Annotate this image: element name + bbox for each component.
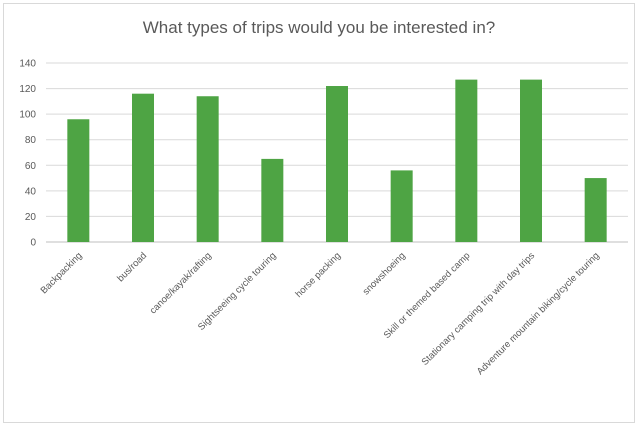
bar [584, 178, 607, 242]
bar [390, 170, 413, 242]
bar [326, 86, 348, 242]
y-axis-ticks: 0 20 40 60 80 100 120 140 [19, 59, 36, 249]
x-category-label: canoe/kayak/rafting [148, 250, 214, 316]
bar [132, 93, 154, 242]
x-axis-labels: Backpacking bus/roadcanoe/kayak/raftingSi… [39, 250, 602, 377]
y-tick-label: 20 [25, 212, 37, 223]
y-tick-label: 80 [25, 135, 37, 146]
x-category-label: horse packing [294, 250, 344, 300]
x-category-label: Backpacking [39, 250, 85, 296]
x-category-label: Stationary camping trip with day trips [420, 250, 538, 368]
bar [261, 158, 284, 242]
y-tick-label: 100 [19, 110, 36, 121]
y-tick-label: 140 [19, 59, 36, 70]
chart-title: What types of trips would you be interes… [142, 18, 496, 37]
y-tick-label: 120 [19, 84, 36, 95]
bar [455, 79, 478, 242]
x-category-label: bus/road [115, 250, 149, 284]
y-tick-label: 40 [25, 186, 37, 197]
x-category-label: Adventure mountain biking/cycle touring [475, 250, 602, 377]
y-tick-label: 60 [25, 161, 37, 172]
bar [520, 79, 542, 242]
bar [196, 96, 219, 242]
x-category-label: snowshoeing [361, 250, 408, 297]
bars [67, 79, 607, 242]
y-tick-label: 0 [30, 238, 36, 249]
bar [67, 119, 90, 242]
